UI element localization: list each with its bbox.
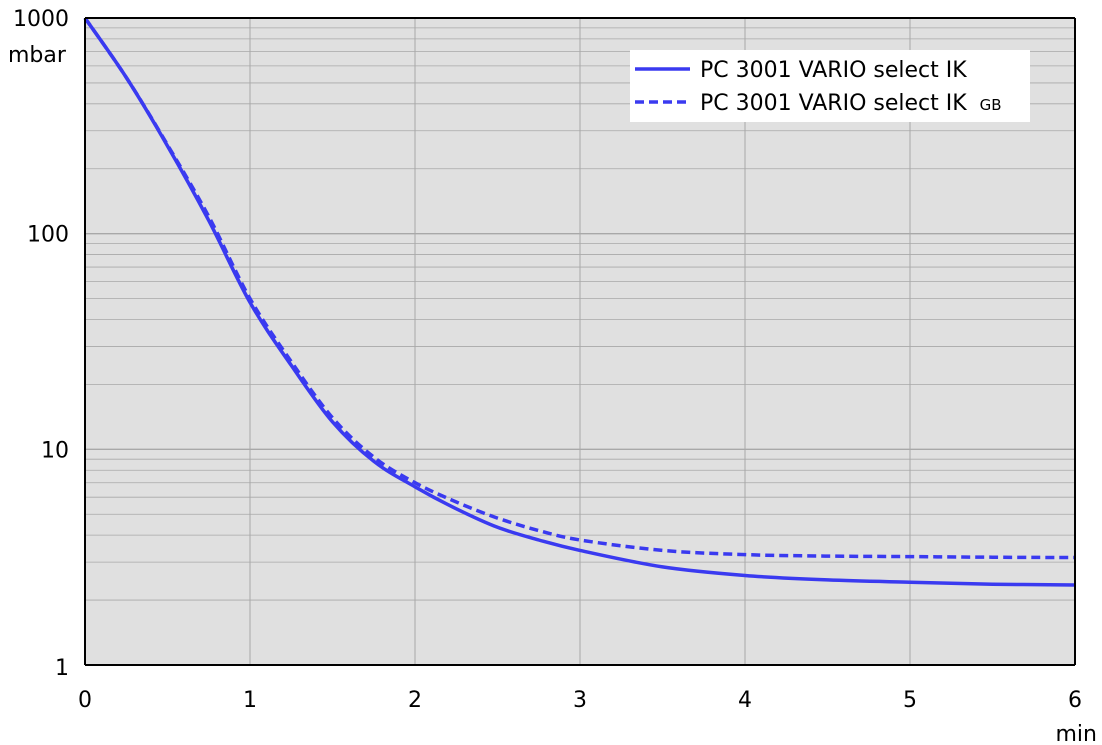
x-tick-label: 2 [408,688,422,713]
y-tick-label: 1 [55,656,69,681]
series-line-solid [83,16,1076,587]
legend-box [630,50,1030,122]
y-tick-label: 100 [27,223,69,248]
legend-label-solid: PC 3001 VARIO select IK [700,58,967,83]
x-axis-unit-label: min [1056,722,1098,745]
x-tick-label: 4 [738,688,752,713]
x-tick-labels: 0 1 2 3 4 5 6 [78,688,1082,713]
y-axis-unit-label: mbar [8,43,67,68]
y-tick-label: 10 [41,438,69,463]
x-tick-label: 1 [243,688,257,713]
y-tick-label: 1000 [13,7,69,32]
x-tick-label: 3 [573,688,587,713]
x-tick-label: 6 [1068,688,1082,713]
y-tick-labels: 1 10 100 1000 [13,7,69,681]
x-tick-label: 0 [78,688,92,713]
series-line-dashed [83,16,1076,560]
legend: PC 3001 VARIO select IK PC 3001 VARIO se… [630,50,1030,122]
series-layer [83,16,1076,587]
legend-label-dashed-suffix: GB [980,96,1002,114]
legend-label-dashed-name: PC 3001 VARIO select IK [700,91,967,116]
legend-label-dashed: PC 3001 VARIO select IK GB [700,91,1002,116]
x-tick-label: 5 [903,688,917,713]
